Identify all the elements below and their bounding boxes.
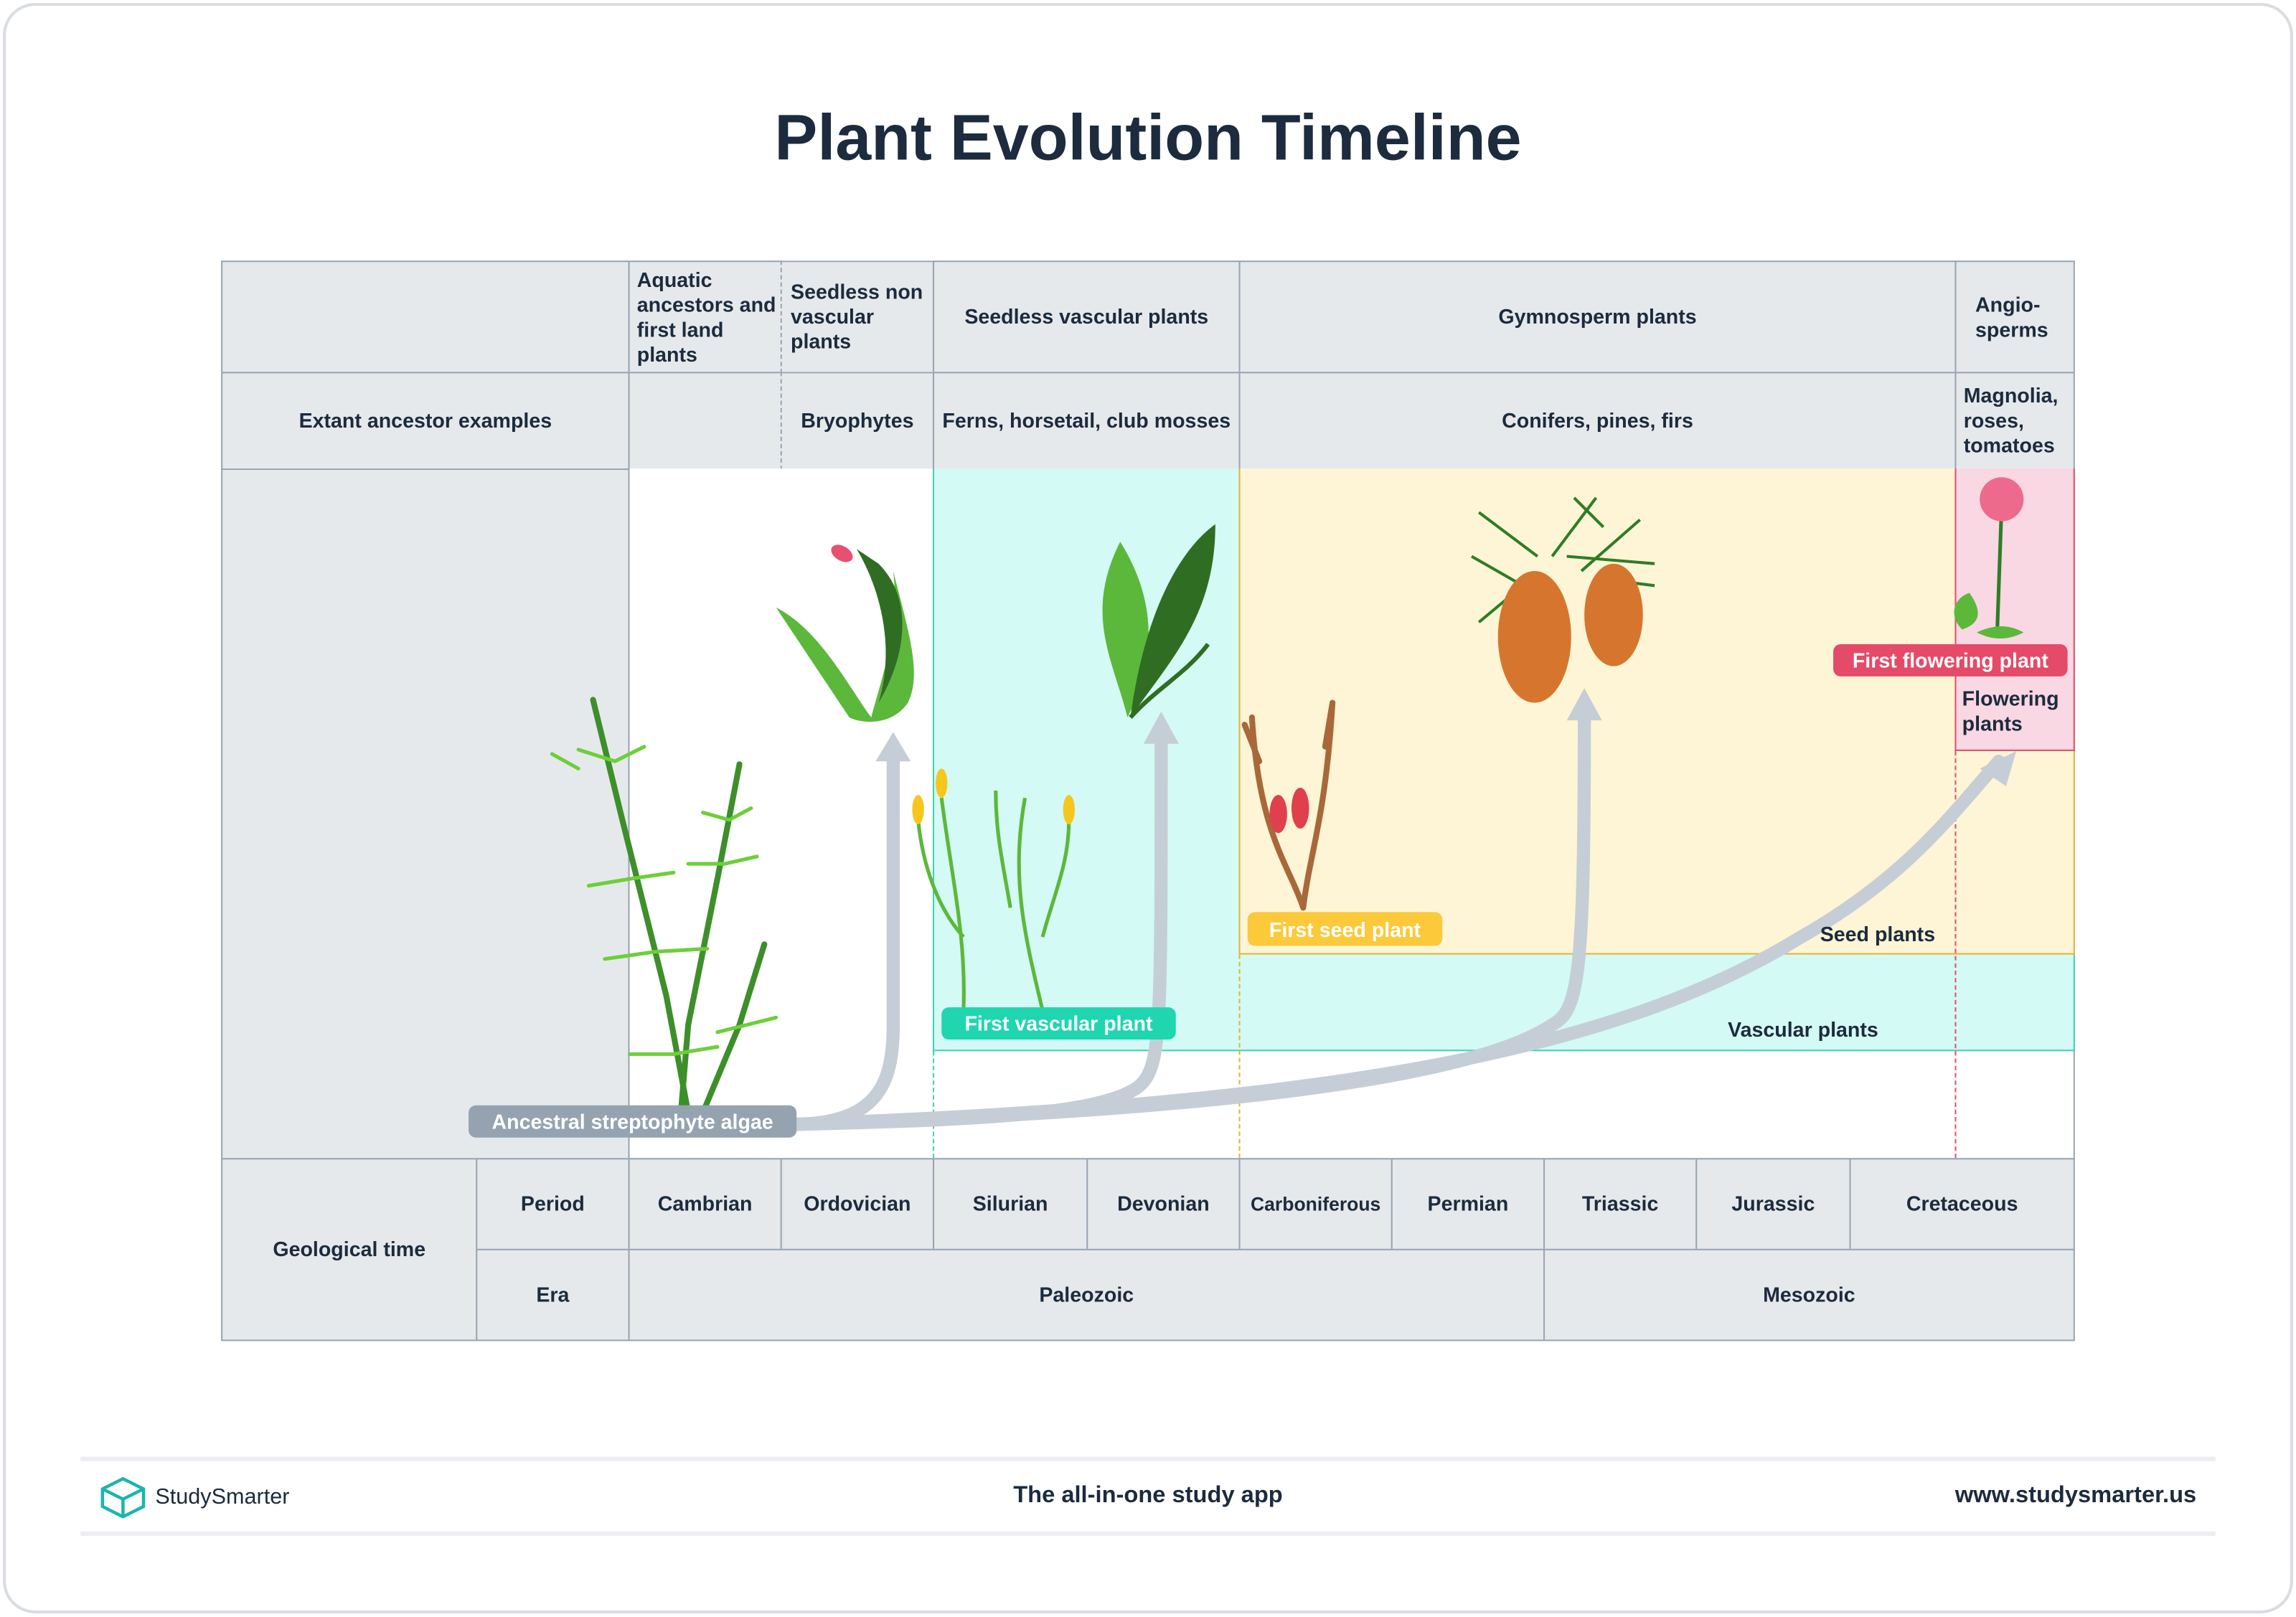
seed-milestone-label: First seed plant [1247,912,1443,946]
vascular-milestone-label: First vascular plant [941,1007,1176,1040]
flowering-divider [1954,750,1957,1159]
moss-icon [776,544,914,722]
examples-bryophytes: Bryophytes [780,372,935,471]
examples-conifers: Conifers, pines, firs [1238,372,1957,471]
geological-time-label: Geological time [221,1158,478,1342]
period-triassic: Triassic [1543,1158,1698,1250]
early-vascular-plant-icon [912,768,1075,1011]
flowering-plants-label: Flowering plants [1962,687,2059,735]
vascular-divider [932,1051,935,1159]
era-label: Era [476,1248,630,1342]
examples-angiosperms: Magnolia, roses, tomatoes [1954,372,2075,471]
algae-milestone-label: Ancestral streptophyte algae [469,1105,797,1138]
era-paleozoic: Paleozoic [628,1248,1545,1342]
seed-plants-label: Seed plants [1820,922,1936,946]
period-label: Period [476,1158,630,1250]
period-silurian: Silurian [932,1158,1088,1250]
examples-ferns: Ferns, horsetail, club mosses [932,372,1241,471]
header-gymnosperm: Gymnosperm plants [1238,260,1957,374]
evolution-arrows [784,710,2005,1131]
period-permian: Permian [1391,1158,1545,1250]
seed-fern-icon [1241,699,1336,911]
seed-divider [1238,954,1241,1159]
header-blank-cell [221,260,630,374]
fern-icon [1102,524,1215,720]
page-title: Plant Evolution Timeline [774,102,1522,174]
period-ordovician: Ordovician [780,1158,935,1250]
horsetail-icon [550,697,778,1116]
infographic-card [3,3,2293,1613]
seed-plants-region [1238,468,2075,955]
flower-icon [1954,477,2024,639]
era-mesozoic: Mesozoic [1543,1248,2075,1342]
arrow-heads [875,688,2017,786]
footer-divider-top [80,1456,2216,1461]
pine-cone-icon [1470,496,1655,703]
vascular-plants-label: Vascular plants [1728,1017,1878,1042]
period-devonian: Devonian [1086,1158,1241,1250]
flowering-milestone-label: First flowering plant [1833,644,2068,676]
plot-left-gutter [221,468,630,1160]
examples-aquatic-cell [628,372,782,471]
header-seedless-vascular: Seedless vascular plants [932,260,1241,374]
footer-tagline: The all-in-one study app [1013,1483,1283,1509]
header-angiosperms: Angio-sperms [1954,260,2075,374]
examples-label: Extant ancestor examples [221,372,630,471]
studysmarter-logo-icon [100,1476,146,1519]
header-aquatic: Aquatic ancestors and first land plants [628,260,782,374]
footer-url[interactable]: www.studysmarter.us [1954,1483,2197,1509]
period-cambrian: Cambrian [628,1158,782,1250]
period-jurassic: Jurassic [1695,1158,1851,1250]
period-carboniferous: Carboniferous [1238,1158,1393,1250]
footer-brand: StudySmarter [155,1484,290,1510]
footer-divider-bottom [80,1531,2216,1536]
header-seedless-nonvascular: Seedless non vascular plants [780,260,935,374]
period-cretaceous: Cretaceous [1849,1158,2075,1250]
